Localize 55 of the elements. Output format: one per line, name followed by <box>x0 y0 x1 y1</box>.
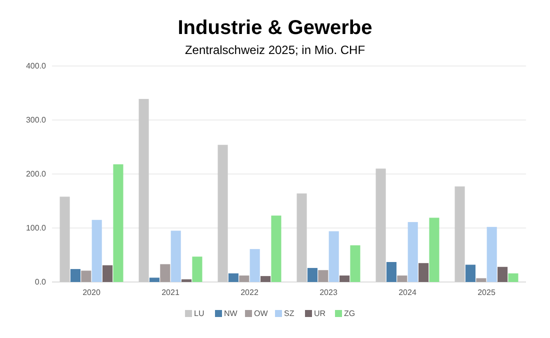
y-tick-label: 400.0 <box>26 62 47 71</box>
bar <box>508 273 518 282</box>
x-tick-label: 2024 <box>398 288 417 297</box>
bar <box>328 231 339 282</box>
bar <box>340 276 350 282</box>
bar <box>60 196 70 282</box>
bar <box>260 276 271 282</box>
bar <box>296 193 307 282</box>
chart-subtitle: Zentralschweiz 2025; in Mio. CHF <box>184 43 366 57</box>
chart-title: Industrie & Gewerbe <box>178 17 372 39</box>
bar <box>376 168 386 282</box>
bar <box>350 245 360 282</box>
x-tick-label: 2025 <box>478 288 496 297</box>
x-tick-label: 2021 <box>162 288 180 297</box>
bar <box>149 278 160 282</box>
bar <box>454 186 465 282</box>
legend-label: UR <box>314 309 326 318</box>
bar <box>386 262 396 282</box>
x-tick-label: 2022 <box>240 288 259 297</box>
y-tick-label: 300.0 <box>26 116 47 125</box>
bar <box>92 220 102 282</box>
bar <box>228 273 238 282</box>
legend-label: OW <box>254 309 268 318</box>
bar <box>81 270 92 282</box>
bar <box>498 266 508 282</box>
legend-label: NW <box>224 309 238 318</box>
bar <box>102 265 113 282</box>
y-tick-label: 100.0 <box>26 224 47 233</box>
bar <box>218 144 228 282</box>
legend-label: LU <box>194 309 204 318</box>
bar <box>271 216 282 282</box>
bar <box>486 226 497 282</box>
bar <box>418 263 429 282</box>
x-tick-label: 2020 <box>82 288 101 297</box>
bar <box>192 256 202 282</box>
bar <box>160 264 170 282</box>
legend-label: SZ <box>284 309 294 318</box>
y-tick-label: 200.0 <box>26 170 47 179</box>
bar <box>113 164 124 282</box>
x-tick-label: 2023 <box>320 288 338 297</box>
bar <box>318 270 328 282</box>
bar <box>465 264 476 282</box>
bar <box>307 268 318 282</box>
bar <box>476 278 486 282</box>
bar <box>239 276 250 282</box>
bar <box>182 279 192 282</box>
legend-label: ZG <box>344 309 356 318</box>
bar <box>408 222 418 282</box>
bar <box>250 249 260 282</box>
bar <box>138 98 149 282</box>
bar <box>397 276 408 282</box>
y-tick-label: 0.0 <box>34 278 47 287</box>
bar <box>429 218 440 282</box>
bar <box>170 230 181 282</box>
bar <box>70 269 80 282</box>
